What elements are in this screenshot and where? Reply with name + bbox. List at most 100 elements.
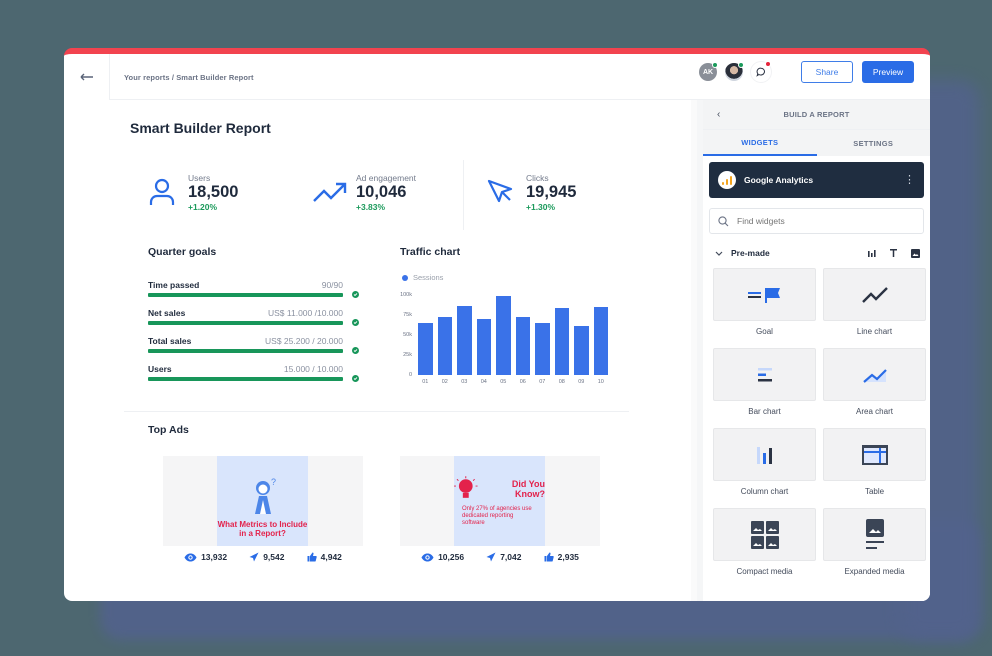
goal-progress-bar: [148, 349, 343, 353]
widget-goal[interactable]: Goal: [713, 268, 816, 348]
thumbs-up-icon: [307, 552, 317, 562]
eye-icon: [421, 553, 434, 561]
bar-chart-icon: [757, 367, 772, 381]
widget-compact-media[interactable]: Compact media: [713, 508, 816, 588]
image-icon[interactable]: [911, 248, 920, 258]
chart-bar[interactable]: 01: [418, 323, 433, 385]
y-axis: 100k 75k 50k 25k 0: [400, 292, 414, 378]
widget-column-chart[interactable]: Column chart: [713, 428, 816, 508]
chart-bar[interactable]: 07: [535, 323, 550, 385]
back-button[interactable]: [64, 54, 110, 100]
kpi-delta: +1.30%: [526, 201, 556, 212]
widget-expanded-media[interactable]: Expanded media: [823, 508, 926, 588]
goal-label: Users: [148, 364, 172, 374]
comments-button[interactable]: [751, 61, 771, 82]
panel-tabs: WIDGETS SETTINGS: [703, 130, 930, 156]
ad-stats: 13,932 9,542 4,942: [163, 552, 363, 562]
chart-bar[interactable]: 06: [515, 317, 530, 385]
chart-icon[interactable]: [868, 249, 876, 257]
ad-stats: 10,256 7,042 2,935: [400, 552, 600, 562]
breadcrumb[interactable]: Your reports / Smart Builder Report: [124, 72, 254, 82]
goal-row: Total sales US$ 25.200 / 20.000: [148, 336, 360, 364]
check-icon: [352, 347, 359, 354]
chart-bar[interactable]: 05: [496, 295, 511, 385]
widget-search[interactable]: [709, 208, 924, 234]
traffic-chart[interactable]: Traffic chart Sessions 100k 75k 50k 25k …: [400, 246, 690, 460]
chat-bubble-icon: [756, 67, 765, 77]
online-status-dot: [738, 62, 744, 68]
ad-card[interactable]: ? What Metrics to Include in a Report? 1…: [163, 456, 363, 562]
chart-bar[interactable]: 03: [457, 306, 472, 385]
avatar-photo[interactable]: [725, 62, 744, 81]
ad-creative-text: What Metrics to Include in a Report?: [217, 520, 308, 538]
section-divider: [124, 411, 629, 412]
legend-dot: [402, 274, 408, 281]
ad-clicks-value: 9,542: [263, 552, 285, 562]
preview-button[interactable]: Preview: [862, 61, 914, 83]
widget-grid: Goal Line chart Bar chart: [713, 268, 930, 588]
chart-bar[interactable]: 08: [554, 307, 569, 385]
data-source-selector[interactable]: Google Analytics ⋮: [709, 162, 924, 198]
google-analytics-icon: [718, 171, 736, 189]
send-arrow-icon: [249, 552, 259, 562]
app-window: Your reports / Smart Builder Report AK S…: [64, 48, 930, 601]
x-tick: 04: [480, 379, 487, 385]
goal-value: US$ 11.000 /10.000: [268, 308, 343, 318]
column-chart-icon: [756, 446, 772, 464]
ad-creative: ? What Metrics to Include in a Report?: [217, 456, 308, 546]
search-input[interactable]: [737, 216, 897, 226]
x-tick: 02: [441, 379, 448, 385]
widget-label: Compact media: [736, 567, 793, 576]
send-arrow-icon: [486, 552, 496, 562]
kpi-ad-engagement[interactable]: Ad engagement 10,046 +3.83%: [312, 160, 416, 224]
x-tick: 06: [519, 379, 526, 385]
thumbs-up-icon: [544, 552, 554, 562]
quarter-goals[interactable]: Time passed 90/90 Net sales US$ 11.000 /…: [148, 280, 360, 392]
ad-views-value: 10,256: [438, 552, 465, 562]
check-icon: [352, 291, 359, 298]
y-tick: 50k: [403, 332, 412, 338]
more-options-icon[interactable]: ⋮: [904, 174, 915, 186]
avatar-initials: AK: [702, 68, 714, 76]
ad-card[interactable]: Did You Know? Only 27% of agencies use d…: [400, 456, 600, 562]
goal-progress-bar: [148, 321, 343, 325]
text-icon[interactable]: [890, 249, 897, 257]
widget-label: Area chart: [856, 407, 893, 416]
ad-image[interactable]: Did You Know? Only 27% of agencies use d…: [400, 456, 600, 546]
x-tick: 08: [558, 379, 565, 385]
kpi-users[interactable]: Users 18,500 +1.20%: [144, 160, 238, 224]
share-button[interactable]: Share: [801, 61, 853, 83]
kpi-clicks[interactable]: Clicks 19,945 +1.30%: [482, 160, 576, 224]
widget-label: Goal: [756, 327, 773, 336]
tab-widgets[interactable]: WIDGETS: [703, 130, 817, 156]
widget-table[interactable]: Table: [823, 428, 926, 508]
ad-likes-value: 4,942: [320, 552, 342, 562]
top-bar: Your reports / Smart Builder Report AK S…: [64, 54, 930, 100]
chart-bar[interactable]: 10: [593, 307, 608, 385]
goal-label: Net sales: [148, 308, 186, 318]
x-tick: 03: [461, 379, 468, 385]
ad-likes: 4,942: [307, 552, 342, 562]
widget-line-chart[interactable]: Line chart: [823, 268, 926, 348]
x-tick: 05: [500, 379, 507, 385]
x-tick: 07: [539, 379, 546, 385]
expanded-media-icon: [865, 518, 884, 549]
legend-label: Sessions: [413, 273, 444, 282]
chevron-down-icon[interactable]: [715, 249, 723, 258]
avatar[interactable]: AK: [699, 62, 718, 81]
goal-value: US$ 25.200 / 20.000: [265, 336, 343, 346]
kpi-delta: +3.83%: [356, 201, 386, 212]
premade-label: Pre-made: [731, 248, 770, 258]
widget-bar-chart[interactable]: Bar chart: [713, 348, 816, 428]
tab-settings[interactable]: SETTINGS: [853, 138, 894, 148]
chart-bar[interactable]: 04: [476, 319, 491, 385]
chart-bar[interactable]: 09: [574, 326, 589, 385]
widget-area-chart[interactable]: Area chart: [823, 348, 926, 428]
y-tick: 25k: [403, 352, 412, 358]
ad-image[interactable]: ? What Metrics to Include in a Report?: [163, 456, 363, 546]
widget-label: Column chart: [740, 487, 789, 496]
widget-label: Table: [864, 487, 885, 496]
chevron-left-icon[interactable]: ‹: [717, 109, 721, 120]
chart-bar[interactable]: 02: [437, 317, 452, 385]
chart-legend: Sessions: [402, 273, 443, 282]
